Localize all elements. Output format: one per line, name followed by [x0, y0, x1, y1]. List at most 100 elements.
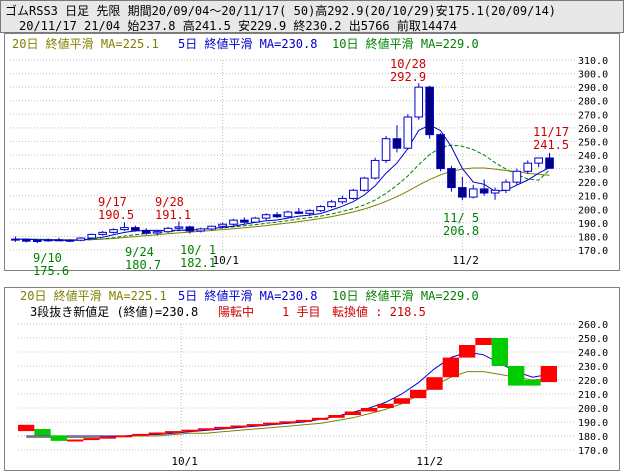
brick-down: [491, 338, 508, 366]
ma20-line: [15, 167, 550, 241]
bottom-y-tick-label: 230.0: [578, 362, 608, 373]
annotation-value: 175.6: [33, 264, 69, 278]
candle-up: [43, 239, 53, 242]
candle-down: [131, 227, 140, 231]
brick-up: [83, 438, 100, 441]
candle-up: [534, 157, 543, 164]
candle-down: [447, 168, 456, 189]
brick-up: [475, 338, 492, 345]
annotation-date: 9/28: [155, 195, 184, 209]
candle-up: [523, 162, 533, 172]
candle-up: [87, 233, 97, 239]
top-y-tick-label: 190.0: [578, 219, 608, 230]
candle-down: [392, 138, 402, 149]
candle-up: [468, 188, 478, 198]
candle-up: [338, 197, 347, 203]
candle-up: [501, 181, 511, 191]
brick-up: [116, 435, 133, 438]
top-y-tick-label: 240.0: [578, 151, 608, 162]
top-moving-averages: [15, 124, 550, 241]
candle-up: [32, 240, 42, 242]
top-y-tick-label: 290.0: [578, 83, 608, 94]
candle-down: [458, 187, 467, 198]
bottom-info-count: 1 手目: [282, 305, 320, 319]
candle-down: [436, 134, 445, 170]
brick-up: [148, 432, 165, 435]
bottom-info-prefix: 3段抜き新値足 (終値)=230.8: [30, 304, 198, 319]
annotation-value: 191.1: [155, 208, 191, 222]
candle-up: [327, 201, 336, 208]
candle-down: [11, 238, 20, 241]
candle-up: [250, 217, 260, 223]
top-y-tick-label: 170.0: [578, 246, 608, 257]
candle-up: [152, 231, 162, 234]
bottom-info-status: 陽転中: [218, 304, 254, 319]
bottom-legend-ma10: 10日 終値平滑 MA=229.0: [332, 288, 479, 303]
top-y-tick-label: 280.0: [578, 97, 608, 108]
candle-up: [218, 223, 227, 227]
ma10-line: [15, 144, 550, 241]
annotation-value: 292.9: [390, 70, 426, 84]
brick-down: [524, 380, 541, 386]
annotation-date: 9/24: [125, 245, 154, 259]
candle-up: [98, 231, 107, 235]
candle-down: [294, 211, 304, 214]
candle-up: [403, 116, 413, 149]
bottom-legend-ma20: 20日 終値平滑 MA=225.1: [20, 288, 167, 303]
candle-down: [425, 86, 434, 136]
bottom-y-tick-label: 200.0: [578, 404, 608, 415]
candle-up: [120, 227, 129, 231]
top-x-tick-label: 11/2: [452, 254, 479, 267]
brick-up: [312, 417, 329, 420]
brick-up: [18, 424, 35, 432]
brick-down: [508, 366, 525, 386]
brick-up: [99, 436, 116, 439]
candle-up: [109, 229, 118, 233]
header-latest-line: 20/11/17 21/04 始237.8 高241.5 安229.9 終230…: [19, 19, 458, 33]
top-y-tick-label: 260.0: [578, 124, 608, 135]
brick-down: [34, 429, 51, 436]
candle-up: [174, 226, 184, 229]
ma5-line: [15, 124, 550, 241]
candle-up: [207, 225, 216, 230]
top-y-tick-label: 310.0: [578, 56, 608, 67]
candle-up: [261, 214, 271, 219]
top-candles: [11, 83, 554, 244]
top-y-tick-label: 270.0: [578, 110, 608, 121]
candle-down: [272, 214, 282, 218]
bottom-y-axis: 170.0 180.0 190.0 200.0 210.0 220.0 230.0 240.0…: [171, 320, 608, 468]
candle-down: [479, 188, 489, 194]
bottom-y-tick-label: 220.0: [578, 376, 608, 387]
annotation-value: 180.7: [125, 258, 161, 272]
annotation-date: 10/ 1: [180, 243, 216, 257]
top-y-tick-label: 210.0: [578, 192, 608, 203]
brick-up: [165, 431, 182, 434]
candle-up: [414, 86, 424, 118]
candle-up: [370, 159, 380, 179]
annotation-value: 182.1: [180, 256, 216, 270]
top-y-tick-label: 220.0: [578, 178, 608, 189]
bottom-y-tick-label: 180.0: [578, 432, 608, 443]
top-y-tick-label: 180.0: [578, 232, 608, 243]
top-y-tick-label: 250.0: [578, 137, 608, 148]
bottom-y-tick-label: 240.0: [578, 348, 608, 359]
annotation-date: 10/28: [390, 57, 426, 71]
brick-up: [459, 345, 476, 358]
bottom-info-turn: 転換値 : 218.5: [332, 304, 426, 319]
annotation-date: 11/ 5: [443, 211, 479, 225]
brick-up: [361, 408, 378, 412]
brick-up: [393, 398, 410, 404]
candle-down: [545, 157, 554, 169]
top-y-tick-label: 200.0: [578, 205, 608, 216]
price-chart-panel: [4, 33, 620, 271]
candle-up: [305, 210, 315, 214]
top-x-tick-label: 10/1: [213, 254, 240, 267]
brick-up: [132, 433, 149, 436]
top-legend-ma5: 5日 終値平滑 MA=230.8: [178, 36, 317, 51]
candle-down: [240, 219, 249, 223]
brick-up: [197, 428, 214, 431]
candle-down: [22, 239, 31, 242]
brick-up: [442, 357, 459, 378]
header-period-line: ゴムRSS3 日足 先限 期間20/09/04～20/11/17( 50)高29…: [5, 4, 557, 18]
